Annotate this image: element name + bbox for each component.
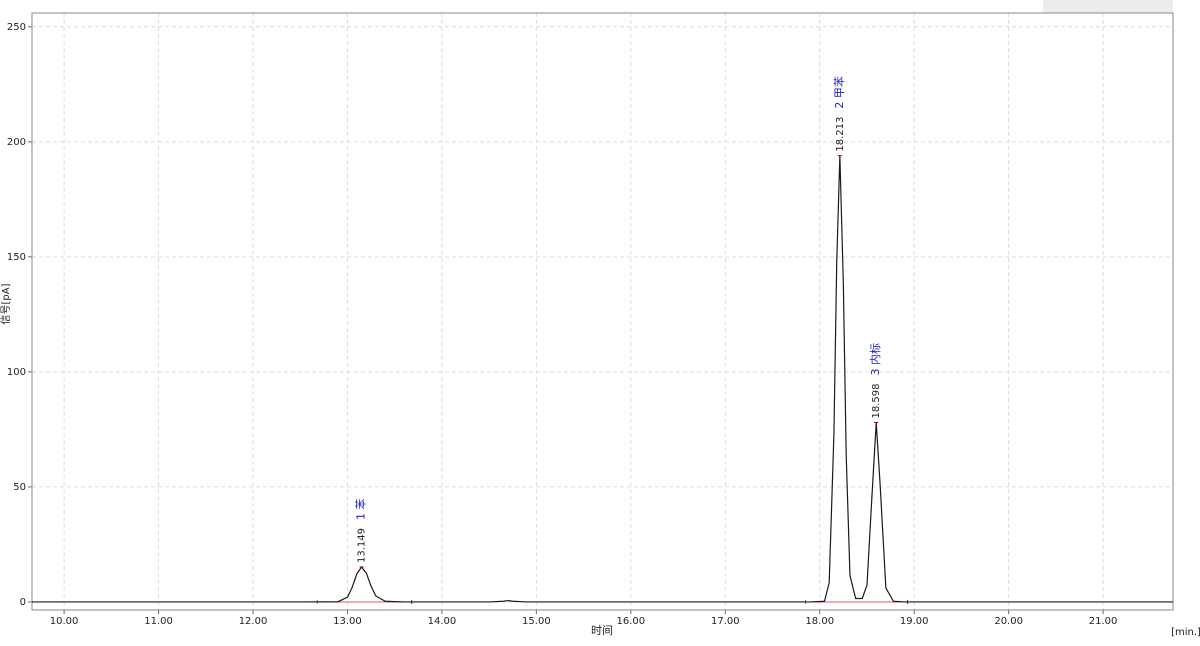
peak-label: 18.598 3 内标: [868, 343, 882, 419]
x-tick-label: 12.00: [239, 616, 268, 627]
y-axis-title: 信号[pA]: [0, 283, 12, 324]
x-tick-label: 10.00: [50, 616, 79, 627]
x-tick-label: 19.00: [900, 616, 929, 627]
x-tick-label: 13.00: [333, 616, 362, 627]
x-tick-label: 15.00: [522, 616, 551, 627]
peak-label: 18.213 2 甲苯: [832, 76, 846, 152]
y-tick-label: 100: [7, 367, 26, 378]
y-tick-label: 250: [7, 22, 26, 33]
y-tick-label: 150: [7, 252, 26, 263]
y-tick-label: 50: [13, 482, 26, 493]
x-tick-label: 16.00: [617, 616, 646, 627]
y-tick-label: 200: [7, 137, 26, 148]
x-tick-label: 14.00: [428, 616, 457, 627]
x-tick-label: 11.00: [144, 616, 173, 627]
peak-name: 3 内标: [868, 343, 882, 376]
x-axis-title: 时间: [591, 624, 613, 637]
peak-name: 2 甲苯: [832, 76, 846, 109]
x-tick-label: 18.00: [805, 616, 834, 627]
peak-name: 1 苯: [354, 498, 368, 520]
x-tick-label: 17.00: [711, 616, 740, 627]
y-tick-label: 0: [20, 597, 26, 608]
signal-trace: [32, 155, 1173, 603]
x-tick-label: 20.00: [994, 616, 1023, 627]
plot-frame: [31, 12, 1174, 611]
peak-label: 13.149 1 苯: [354, 498, 368, 563]
x-tick-label: 21.00: [1089, 616, 1118, 627]
peak-retention-time: 13.149: [357, 528, 368, 563]
x-axis-unit: [min.]: [1171, 627, 1200, 638]
peak-retention-time: 18.213: [835, 117, 846, 152]
peak-retention-time: 18.598: [871, 384, 882, 419]
toolbar-strip: [1043, 0, 1173, 13]
